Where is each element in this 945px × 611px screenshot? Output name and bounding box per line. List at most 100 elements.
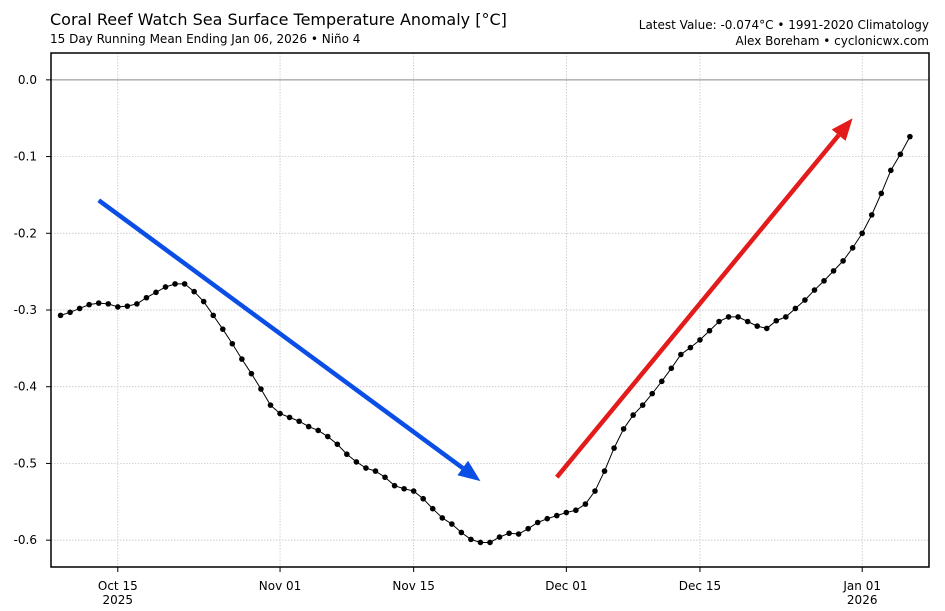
data-point	[859, 230, 865, 237]
series-line	[60, 136, 911, 543]
data-point	[735, 314, 741, 320]
data-point	[449, 521, 455, 527]
data-point	[830, 268, 837, 274]
data-point	[515, 531, 522, 537]
data-point	[534, 519, 541, 526]
data-point	[124, 303, 131, 309]
data-point	[248, 370, 255, 377]
data-point	[105, 301, 112, 307]
data-point	[305, 423, 312, 430]
data-point	[763, 325, 770, 332]
data-point	[410, 488, 417, 494]
data-point	[649, 390, 656, 397]
data-point	[334, 441, 341, 448]
data-point	[429, 505, 436, 512]
data-point	[639, 402, 646, 408]
data-point	[258, 386, 264, 392]
y-tick-label: 0.0	[18, 73, 37, 87]
data-point	[811, 287, 818, 293]
data-point	[200, 298, 207, 305]
x-tick-label: Dec 01	[545, 579, 587, 593]
data-point	[487, 539, 493, 546]
data-point	[754, 323, 761, 329]
data-point	[878, 190, 885, 197]
data-point	[134, 301, 140, 307]
data-point	[372, 468, 379, 474]
data-point	[888, 167, 894, 174]
data-point	[67, 309, 73, 316]
data-point	[697, 337, 703, 343]
data-point	[554, 512, 560, 519]
trend-arrow-head	[831, 118, 853, 141]
data-point	[267, 402, 274, 408]
data-point	[315, 427, 322, 434]
data-point	[668, 365, 675, 372]
x-tick-label: Oct 15	[98, 579, 138, 593]
data-point	[363, 465, 369, 471]
data-point	[687, 344, 694, 351]
data-point	[477, 539, 484, 546]
data-point	[744, 318, 751, 325]
data-point	[678, 351, 684, 358]
data-point	[401, 485, 407, 492]
data-points	[57, 133, 913, 546]
x-tick-year-label: 2026	[847, 593, 878, 607]
data-point	[792, 305, 799, 312]
data-point	[506, 530, 512, 537]
trend-arrows	[97, 118, 853, 482]
data-point	[658, 378, 665, 385]
data-point	[592, 488, 598, 494]
chart-info: Latest Value: -0.074°C • 1991-2020 Clima…	[639, 17, 929, 49]
data-point	[630, 412, 636, 418]
data-point	[296, 418, 302, 425]
chart-title: Coral Reef Watch Sea Surface Temperature…	[50, 10, 507, 29]
data-point	[468, 536, 474, 543]
author-credit: Alex Boreham • cyclonicwx.com	[735, 34, 929, 48]
data-point	[57, 312, 64, 319]
data-point	[802, 297, 808, 303]
data-point	[420, 495, 426, 502]
data-point	[716, 318, 722, 325]
data-point	[344, 451, 350, 458]
trend-arrow-shaft	[555, 133, 841, 479]
data-point	[525, 525, 531, 532]
data-point	[573, 507, 579, 514]
data-point	[783, 314, 789, 320]
x-tick-label: Dec 15	[679, 579, 721, 593]
data-point	[191, 288, 197, 295]
y-tick-label: -0.2	[14, 226, 37, 240]
data-point	[324, 433, 331, 440]
data-point	[153, 289, 159, 296]
y-tick-label: -0.5	[14, 456, 37, 470]
trend-arrow-shaft	[97, 198, 465, 470]
y-axis: 0.0 -0.1 -0.2 -0.3 -0.4 -0.5 -0.6	[14, 73, 51, 547]
data-point	[286, 414, 293, 421]
data-point	[840, 258, 846, 264]
data-point	[725, 314, 732, 320]
data-point	[115, 304, 121, 310]
y-tick-label: -0.3	[14, 303, 37, 317]
data-point	[353, 459, 360, 465]
data-point	[868, 212, 875, 218]
x-tick-label: Nov 01	[259, 579, 302, 593]
data-point	[611, 445, 617, 451]
data-point	[897, 151, 904, 158]
latest-value-text: Latest Value: -0.074°C • 1991-2020 Clima…	[638, 18, 929, 32]
data-point	[391, 482, 398, 489]
x-tick-year-label: 2025	[103, 593, 134, 607]
data-point	[563, 509, 570, 516]
data-point	[544, 515, 551, 522]
data-point	[219, 326, 226, 332]
chart-subtitle: 15 Day Running Mean Ending Jan 06, 2026 …	[50, 32, 361, 46]
data-point	[439, 515, 446, 521]
data-point	[76, 305, 83, 312]
x-tick-label: Nov 15	[392, 579, 435, 593]
data-point	[239, 356, 245, 362]
data-point	[143, 294, 150, 301]
data-point	[277, 410, 283, 417]
trend-arrow-head	[457, 460, 481, 482]
data-point	[706, 327, 713, 334]
data-point	[821, 278, 827, 284]
